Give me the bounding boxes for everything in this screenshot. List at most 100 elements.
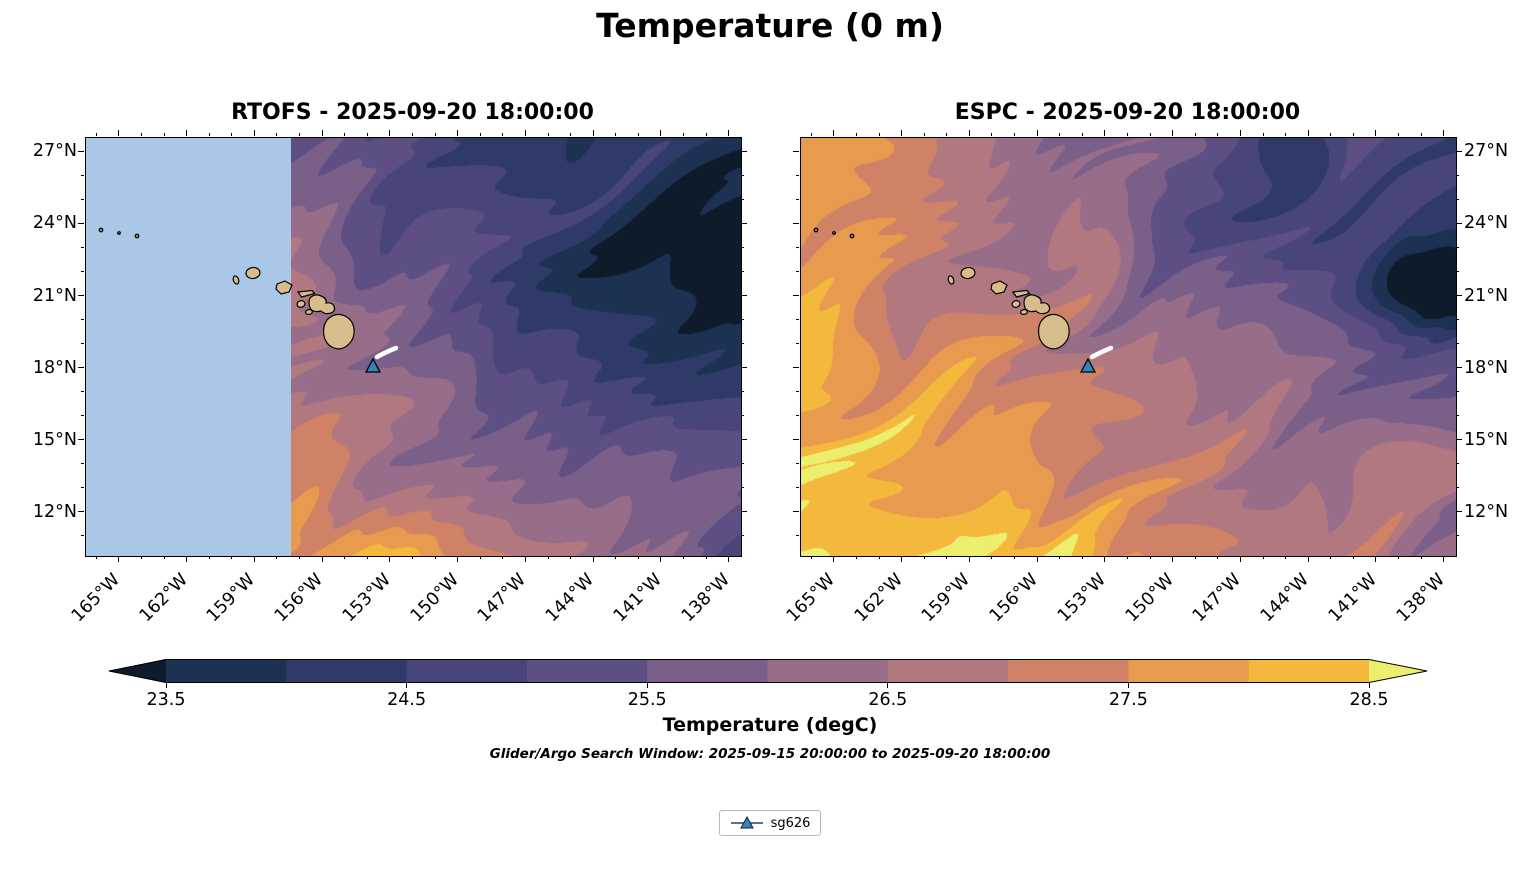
glider-marker [1079,357,1097,373]
island [245,266,261,280]
y-tick [741,343,744,345]
y-tick [81,247,84,248]
x-tick [901,556,903,562]
x-tick [1285,133,1287,136]
island [322,313,355,350]
x-tick-label: 156°W [271,569,328,627]
y-tick [1456,511,1462,513]
x-tick [810,133,812,136]
colorbar-tick-label: 25.5 [627,690,667,710]
y-tick [796,343,799,345]
y-tick [78,367,84,369]
x-tick [547,133,549,136]
x-tick [1443,556,1445,562]
island [275,280,293,295]
x-tick [683,133,685,136]
y-tick [1456,415,1459,417]
y-tick [1456,174,1459,176]
y-tick [78,150,84,152]
y-tick [796,535,799,537]
island [296,289,316,298]
island [1023,294,1051,315]
y-tick [793,295,799,297]
x-tick [412,556,413,559]
x-tick [1239,130,1241,136]
x-tick [118,130,120,136]
colorbar-tick-label: 27.5 [1108,690,1148,710]
island [134,233,140,239]
x-tick [1014,556,1016,559]
x-tick [1014,133,1016,136]
x-tick [140,133,142,136]
glider-legend-marker-icon [730,815,763,829]
x-tick [502,133,504,136]
x-tick [1217,133,1219,136]
island [1020,308,1028,316]
y-tick [793,511,799,513]
x-tick [660,556,662,562]
y-tick [1456,247,1459,248]
x-tick [1307,556,1309,562]
map-panel-rtofs [85,137,742,557]
x-tick [366,133,368,136]
y-tick [1456,295,1462,297]
y-tick [1456,271,1459,273]
y-tick-label: 21°N [32,285,77,306]
x-tick [615,133,617,136]
x-tick [878,556,880,559]
y-tick [81,343,84,345]
x-tick [1194,556,1196,559]
x-tick [1081,133,1083,136]
y-tick [78,439,84,441]
colorbar-tick [1127,683,1129,688]
x-tick [1420,133,1422,136]
x-tick [163,556,165,559]
colorbar-tick [406,683,408,688]
x-tick [457,556,459,562]
x-tick [321,130,323,136]
colorbar-tick-label: 24.5 [387,690,427,710]
panel-title-espc: ESPC - 2025-09-20 18:00:00 [954,100,1301,125]
y-tick [741,487,744,489]
y-tick-label: 27°N [32,141,77,162]
x-tick [946,133,948,136]
y-tick-label: 12°N [32,501,77,522]
x-tick [299,556,301,559]
x-tick [1104,556,1106,562]
y-tick [81,319,84,321]
y-tick [741,511,747,513]
y-tick [81,535,84,537]
x-tick [253,556,255,562]
y-tick [796,247,799,248]
island [232,275,240,285]
x-tick [1081,556,1083,559]
x-tick-label: 141°W [609,569,667,627]
glider-layer-rtofs [364,345,399,373]
island [305,308,313,316]
x-tick [1217,556,1219,559]
y-tick [796,271,799,273]
x-tick [1307,130,1309,136]
x-tick-label: 144°W [1257,569,1314,627]
island [947,275,955,285]
colorbar-tick [646,683,648,688]
x-tick [637,133,639,136]
x-tick-label: 141°W [1324,569,1382,627]
x-tick [1443,130,1445,136]
x-tick [1127,133,1128,136]
x-tick [991,133,993,136]
y-tick [796,415,799,417]
x-tick [1262,556,1264,559]
island [990,280,1008,295]
x-tick [683,556,685,559]
glider-marker [364,357,382,373]
x-tick [95,133,97,136]
island [849,233,855,239]
y-tick [741,367,747,369]
x-tick [434,133,436,136]
x-tick [163,133,165,136]
y-tick [81,174,84,176]
island [117,231,121,235]
x-tick [1172,556,1174,562]
